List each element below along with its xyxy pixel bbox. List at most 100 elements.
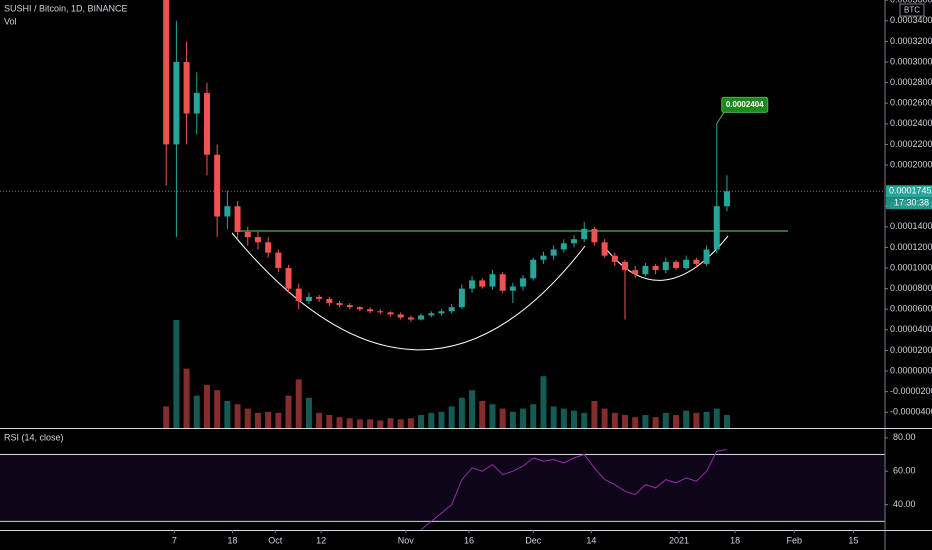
candle-body	[367, 309, 374, 312]
candle-body	[632, 270, 639, 275]
y-tick-label: 0.0000200	[890, 345, 932, 355]
volume-bar	[448, 406, 455, 428]
candle-body	[550, 249, 557, 256]
volume-bar	[713, 408, 720, 428]
x-tick-label: Oct	[268, 535, 283, 545]
volume-bar	[234, 404, 241, 428]
y-tick-label: 0.0003400	[890, 15, 932, 25]
volume-bar	[163, 406, 170, 428]
candle-body	[295, 288, 302, 301]
volume-bar	[305, 397, 312, 428]
volume-bar	[173, 320, 180, 428]
volume-bar	[591, 401, 598, 428]
candle-body	[326, 298, 333, 304]
last-price-label: 0.0001745	[889, 186, 932, 196]
candle-body	[428, 313, 435, 316]
volume-bar	[489, 404, 496, 428]
candle-body	[672, 261, 679, 269]
candle-body	[234, 206, 241, 232]
volume-bar	[622, 415, 629, 428]
cup-curve	[231, 232, 586, 351]
candle-body	[489, 274, 496, 287]
x-tick-label: 18	[227, 535, 237, 545]
chart-title: SUSHI / Bitcoin, 1D, BINANCE	[4, 3, 128, 13]
candle-body	[356, 307, 363, 310]
candle-body	[203, 92, 210, 155]
candle-body	[601, 242, 608, 256]
peak-pointer	[716, 111, 726, 124]
volume-bar	[693, 412, 700, 428]
volume-bar	[703, 411, 710, 428]
y-tick-label: 0.0002600	[890, 98, 932, 108]
volume-bar	[581, 412, 588, 428]
x-tick-label: 16	[464, 535, 474, 545]
volume-bar	[550, 406, 557, 428]
volume-bar	[662, 412, 669, 428]
volume-bar	[438, 411, 445, 428]
volume-bar	[652, 417, 659, 428]
rsi-tick-label: 80.00	[893, 432, 916, 442]
candle-body	[479, 280, 486, 287]
candle-body	[224, 206, 231, 217]
y-tick-label: 0.0003000	[890, 56, 932, 66]
volume-bar	[316, 412, 323, 428]
rsi-label: RSI (14, close)	[4, 432, 64, 442]
y-tick-label: -0.0000200	[890, 386, 932, 396]
candle-body	[448, 307, 455, 312]
candle-body	[520, 278, 527, 287]
volume-bar	[244, 408, 251, 428]
candle-body	[652, 265, 659, 271]
x-tick-label: 18	[730, 535, 740, 545]
volume-bar	[428, 412, 435, 428]
y-tick-label: 0.0000000	[890, 365, 932, 375]
y-tick-label: -0.0000400	[890, 407, 932, 417]
price-pane	[163, 0, 788, 428]
candle-body	[713, 206, 720, 250]
candle-body	[581, 228, 588, 240]
candle-body	[560, 243, 567, 250]
volume-bar	[367, 419, 374, 428]
candle-body	[254, 237, 261, 243]
x-tick-label: Nov	[398, 535, 415, 545]
volume-bar	[224, 401, 231, 428]
candle-body	[173, 62, 180, 145]
volume-bar	[530, 404, 537, 428]
candle-body	[540, 255, 547, 260]
volume-bar	[632, 417, 639, 428]
rsi-tick-label: 60.00	[893, 466, 916, 476]
candle-body	[407, 317, 414, 320]
y-tick-label: 0.0002800	[890, 77, 932, 87]
countdown-box	[886, 197, 932, 210]
volume-bar	[214, 390, 221, 428]
candle-body	[346, 305, 353, 308]
candle-body	[469, 280, 476, 289]
candle-body	[418, 315, 425, 320]
candle-body	[336, 303, 343, 306]
volume-bar	[183, 368, 190, 428]
x-tick-label: 2021	[669, 535, 689, 545]
candle-body	[530, 259, 537, 279]
volume-bar	[285, 395, 292, 428]
volume-bar	[683, 410, 690, 428]
candle-body	[438, 311, 445, 314]
candle-body	[265, 242, 272, 253]
y-tick-label: 0.0002200	[890, 139, 932, 149]
volume-bar	[356, 419, 363, 428]
candle-body	[377, 311, 384, 313]
rsi-band-fill	[0, 453, 885, 521]
y-tick-label: 0.0000400	[890, 324, 932, 334]
candle-body	[244, 231, 251, 238]
currency-box	[899, 3, 925, 17]
volume-label: Vol	[4, 16, 17, 26]
y-tick-label: 0.0000800	[890, 283, 932, 293]
candle-body	[611, 255, 618, 262]
currency-label: BTC	[904, 6, 920, 15]
y-tick-label: 0.0001400	[890, 221, 932, 231]
y-tick-label: 0.0003600	[890, 0, 932, 5]
volume-bar	[418, 415, 425, 428]
volume-bar	[275, 412, 282, 428]
rsi-tick-label: 40.00	[893, 499, 916, 509]
volume-bar	[326, 415, 333, 428]
peak-box	[721, 96, 769, 113]
y-tick-label: 0.0001000	[890, 262, 932, 272]
